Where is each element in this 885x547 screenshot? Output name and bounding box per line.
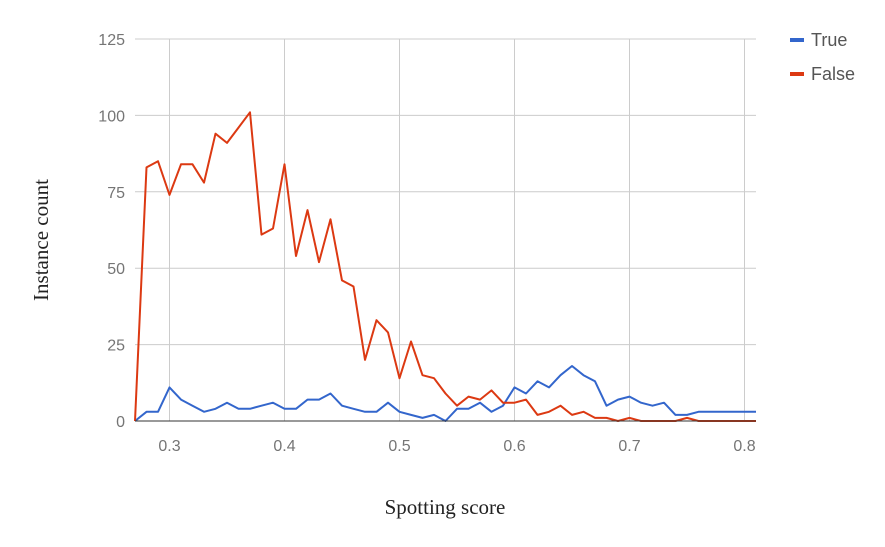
x-tick-label: 0.6 xyxy=(503,438,525,455)
y-tick-label: 75 xyxy=(107,185,125,202)
x-axis-tick-labels: 0.3 0.4 0.5 0.6 0.7 0.8 xyxy=(158,438,755,455)
y-tick-label: 100 xyxy=(98,108,125,125)
y-tick-label: 0 xyxy=(116,414,125,431)
y-axis-tick-labels: 0 25 50 75 100 125 xyxy=(98,32,125,431)
series-line-false xyxy=(134,111,756,422)
y-tick-label: 25 xyxy=(107,338,125,355)
y-tick-label: 50 xyxy=(107,261,125,278)
legend-swatch-true xyxy=(790,38,804,42)
x-tick-label: 0.3 xyxy=(158,438,180,455)
legend-label-true: True xyxy=(811,30,847,50)
vertical-gridlines xyxy=(169,39,745,421)
y-tick-label: 125 xyxy=(98,32,125,49)
series-lines xyxy=(134,111,756,422)
horizontal-gridlines xyxy=(135,38,756,346)
x-tick-label: 0.5 xyxy=(388,438,410,455)
y-axis-title: Instance count xyxy=(29,179,53,301)
legend-swatch-false xyxy=(790,72,804,76)
legend: True False xyxy=(790,30,855,84)
legend-label-false: False xyxy=(811,64,855,84)
x-tick-label: 0.8 xyxy=(733,438,755,455)
x-tick-label: 0.4 xyxy=(273,438,295,455)
x-tick-label: 0.7 xyxy=(618,438,640,455)
x-axis-title: Spotting score xyxy=(385,495,506,519)
